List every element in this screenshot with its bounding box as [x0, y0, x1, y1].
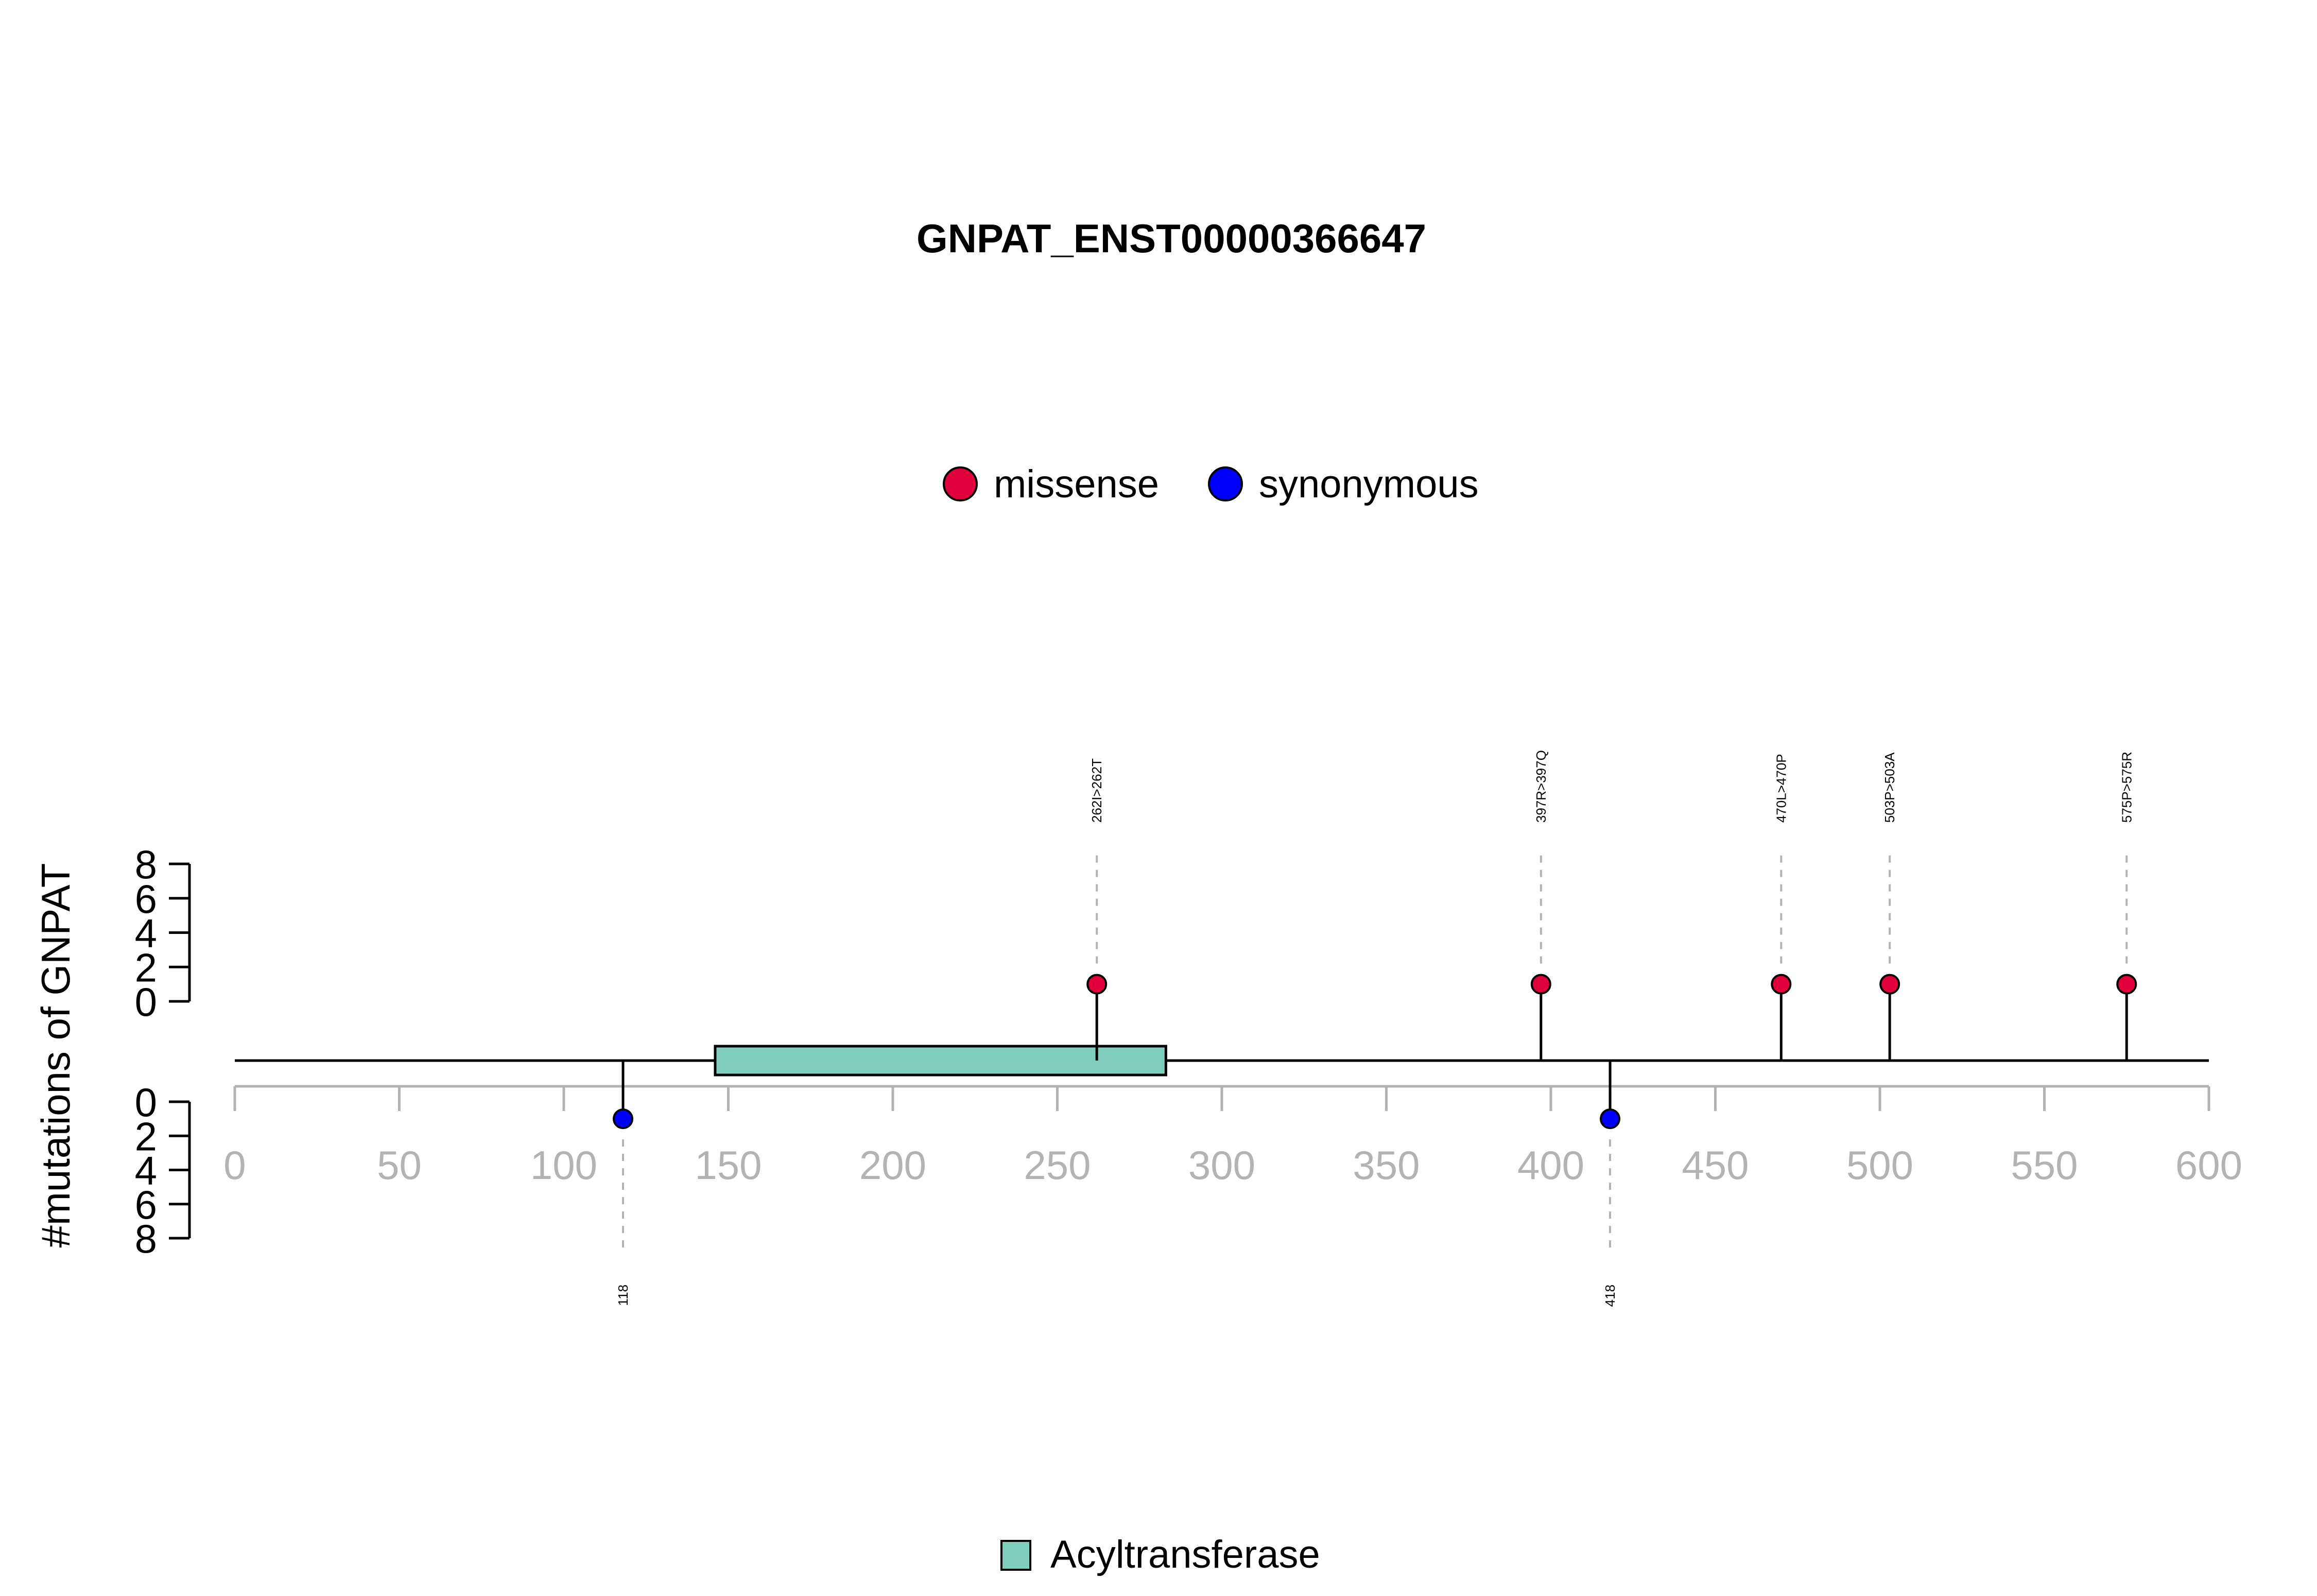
y-axis-top-tick-label: 4: [135, 911, 157, 956]
domain-legend: Acyltransferase: [1000, 1533, 1320, 1576]
x-axis-tick-label: 100: [530, 1142, 597, 1188]
mutation-point-397: [1530, 974, 1551, 995]
x-axis-tick-label: 400: [1517, 1142, 1584, 1188]
mutation-point-503: [1879, 974, 1900, 995]
mutation-label-397: 397R>397Q: [1533, 750, 1549, 823]
mutation-label-118: 118: [615, 1285, 631, 1306]
domain-legend-swatch: [1000, 1540, 1031, 1571]
x-axis-tick-label: 300: [1188, 1142, 1255, 1188]
y-axis-top-tick-label: 8: [135, 842, 157, 887]
x-axis-tick-label: 350: [1353, 1142, 1420, 1188]
domain-legend-label: Acyltransferase: [1050, 1533, 1320, 1576]
y-axis-bottom-tick-label: 4: [135, 1148, 157, 1193]
x-axis: 0 50 100 150 200 250 300 350 400 450 500 550 600: [223, 1085, 2242, 1188]
x-axis-tick-label: 200: [859, 1142, 926, 1188]
mutation-label-575: 575P>575R: [2119, 752, 2134, 823]
legend-synonymous-label: synonymous: [1259, 462, 1479, 506]
legend-synonymous-marker: [1208, 466, 1243, 501]
protein-domains: [714, 1045, 1167, 1077]
y-axis-label: #mutations of GNPAT: [33, 863, 78, 1247]
mutation-point-418: [1600, 1108, 1621, 1130]
x-axis-tick-label: 600: [2175, 1142, 2242, 1188]
chart-title: GNPAT_ENST00000366647: [917, 216, 1426, 261]
x-axis-tick-label: 500: [1846, 1142, 1913, 1188]
domain-acyltransferase: [714, 1045, 1167, 1077]
x-axis-tick-label: 0: [223, 1142, 246, 1188]
y-axis-top-tick-label: 0: [135, 979, 157, 1025]
mutation-lollipops: 262I>262T 397R>397Q 470L>470P 503P>503A 575P…: [613, 750, 2137, 1307]
y-axis-top-tick-label: 6: [135, 876, 157, 922]
mutation-point-262: [1086, 974, 1108, 995]
mutation-label-262: 262I>262T: [1089, 758, 1104, 823]
y-axis-bottom-tick-label: 0: [135, 1080, 157, 1125]
mutation-label-503: 503P>503A: [1882, 752, 1897, 823]
x-axis-tick-label: 450: [1682, 1142, 1749, 1188]
x-axis-tick-label: 550: [2011, 1142, 2078, 1188]
x-axis-tick-label: 150: [695, 1142, 762, 1188]
y-axis-bottom-tick-label: 2: [135, 1114, 157, 1159]
mutation-point-470: [1771, 974, 1792, 995]
mutation-label-418: 418: [1602, 1285, 1618, 1307]
y-axis-bottom-tick-label: 8: [135, 1216, 157, 1261]
mutation-type-legend: missense synonymous: [943, 462, 1479, 506]
y-axis-bottom-tick-label: 6: [135, 1182, 157, 1227]
mutation-point-118: [613, 1108, 634, 1130]
x-axis-tick-label: 250: [1024, 1142, 1091, 1188]
x-axis-tick-label: 50: [377, 1142, 422, 1188]
legend-missense-label: missense: [994, 462, 1159, 506]
mutation-point-575: [2116, 974, 2137, 995]
y-axis-top-tick-label: 2: [135, 945, 157, 990]
mutation-label-470: 470L>470P: [1773, 754, 1789, 823]
legend-missense-marker: [943, 466, 978, 501]
